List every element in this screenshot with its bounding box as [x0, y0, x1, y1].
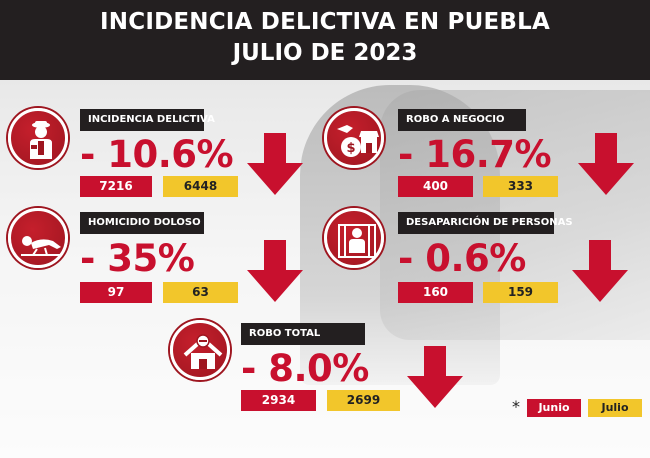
down-arrow-icon: [578, 133, 634, 195]
card-july-robo-total: 2699: [327, 390, 400, 411]
card-title-desaparicion: DESAPARICIÓN DE PERSONAS: [398, 212, 573, 234]
card-june-desaparicion: 160: [398, 282, 473, 303]
down-arrow-icon: [407, 346, 463, 408]
card-june-homicidio: 97: [80, 282, 152, 303]
missing-person-icon: [324, 208, 384, 268]
card-title-robo-negocio: ROBO A NEGOCIO: [398, 109, 526, 131]
card-july-robo-negocio: 333: [483, 176, 558, 197]
svg-text:$: $: [346, 141, 355, 156]
card-june-robo-total: 2934: [241, 390, 316, 411]
page-title: INCIDENCIA DELICTIVA EN PUEBLA: [100, 9, 550, 35]
header-banner: INCIDENCIA DELICTIVA EN PUEBLA JULIO DE …: [0, 0, 650, 80]
card-june-robo-negocio: 400: [398, 176, 473, 197]
card-change-desaparicion: - 0.6%: [398, 237, 526, 280]
card-title-homicidio: HOMICIDIO DOLOSO: [80, 212, 204, 234]
house-robbery-icon: [170, 320, 230, 380]
page-subtitle: JULIO DE 2023: [232, 40, 418, 66]
down-arrow-icon: [247, 240, 303, 302]
card-title-robo-total: ROBO TOTAL: [241, 323, 365, 345]
legend-june: Junio: [527, 399, 581, 417]
card-change-homicidio: - 35%: [80, 237, 195, 280]
card-change-robo-negocio: - 16.7%: [398, 133, 552, 176]
legend-july: Julio: [588, 399, 642, 417]
card-change-incidencia: - 10.6%: [80, 133, 234, 176]
down-arrow-icon: [572, 240, 628, 302]
homicide-victim-icon: [8, 208, 68, 268]
business-robbery-icon: $: [324, 108, 384, 168]
card-july-desaparicion: 159: [483, 282, 558, 303]
card-change-robo-total: - 8.0%: [241, 347, 369, 390]
card-title-incidencia: INCIDENCIA DELICTIVA: [80, 109, 215, 131]
legend-asterisk: *: [512, 397, 520, 416]
card-july-homicidio: 63: [163, 282, 238, 303]
card-june-incidencia: 7216: [80, 176, 152, 197]
card-july-incidencia: 6448: [163, 176, 238, 197]
police-officer-icon: [8, 108, 68, 168]
down-arrow-icon: [247, 133, 303, 195]
